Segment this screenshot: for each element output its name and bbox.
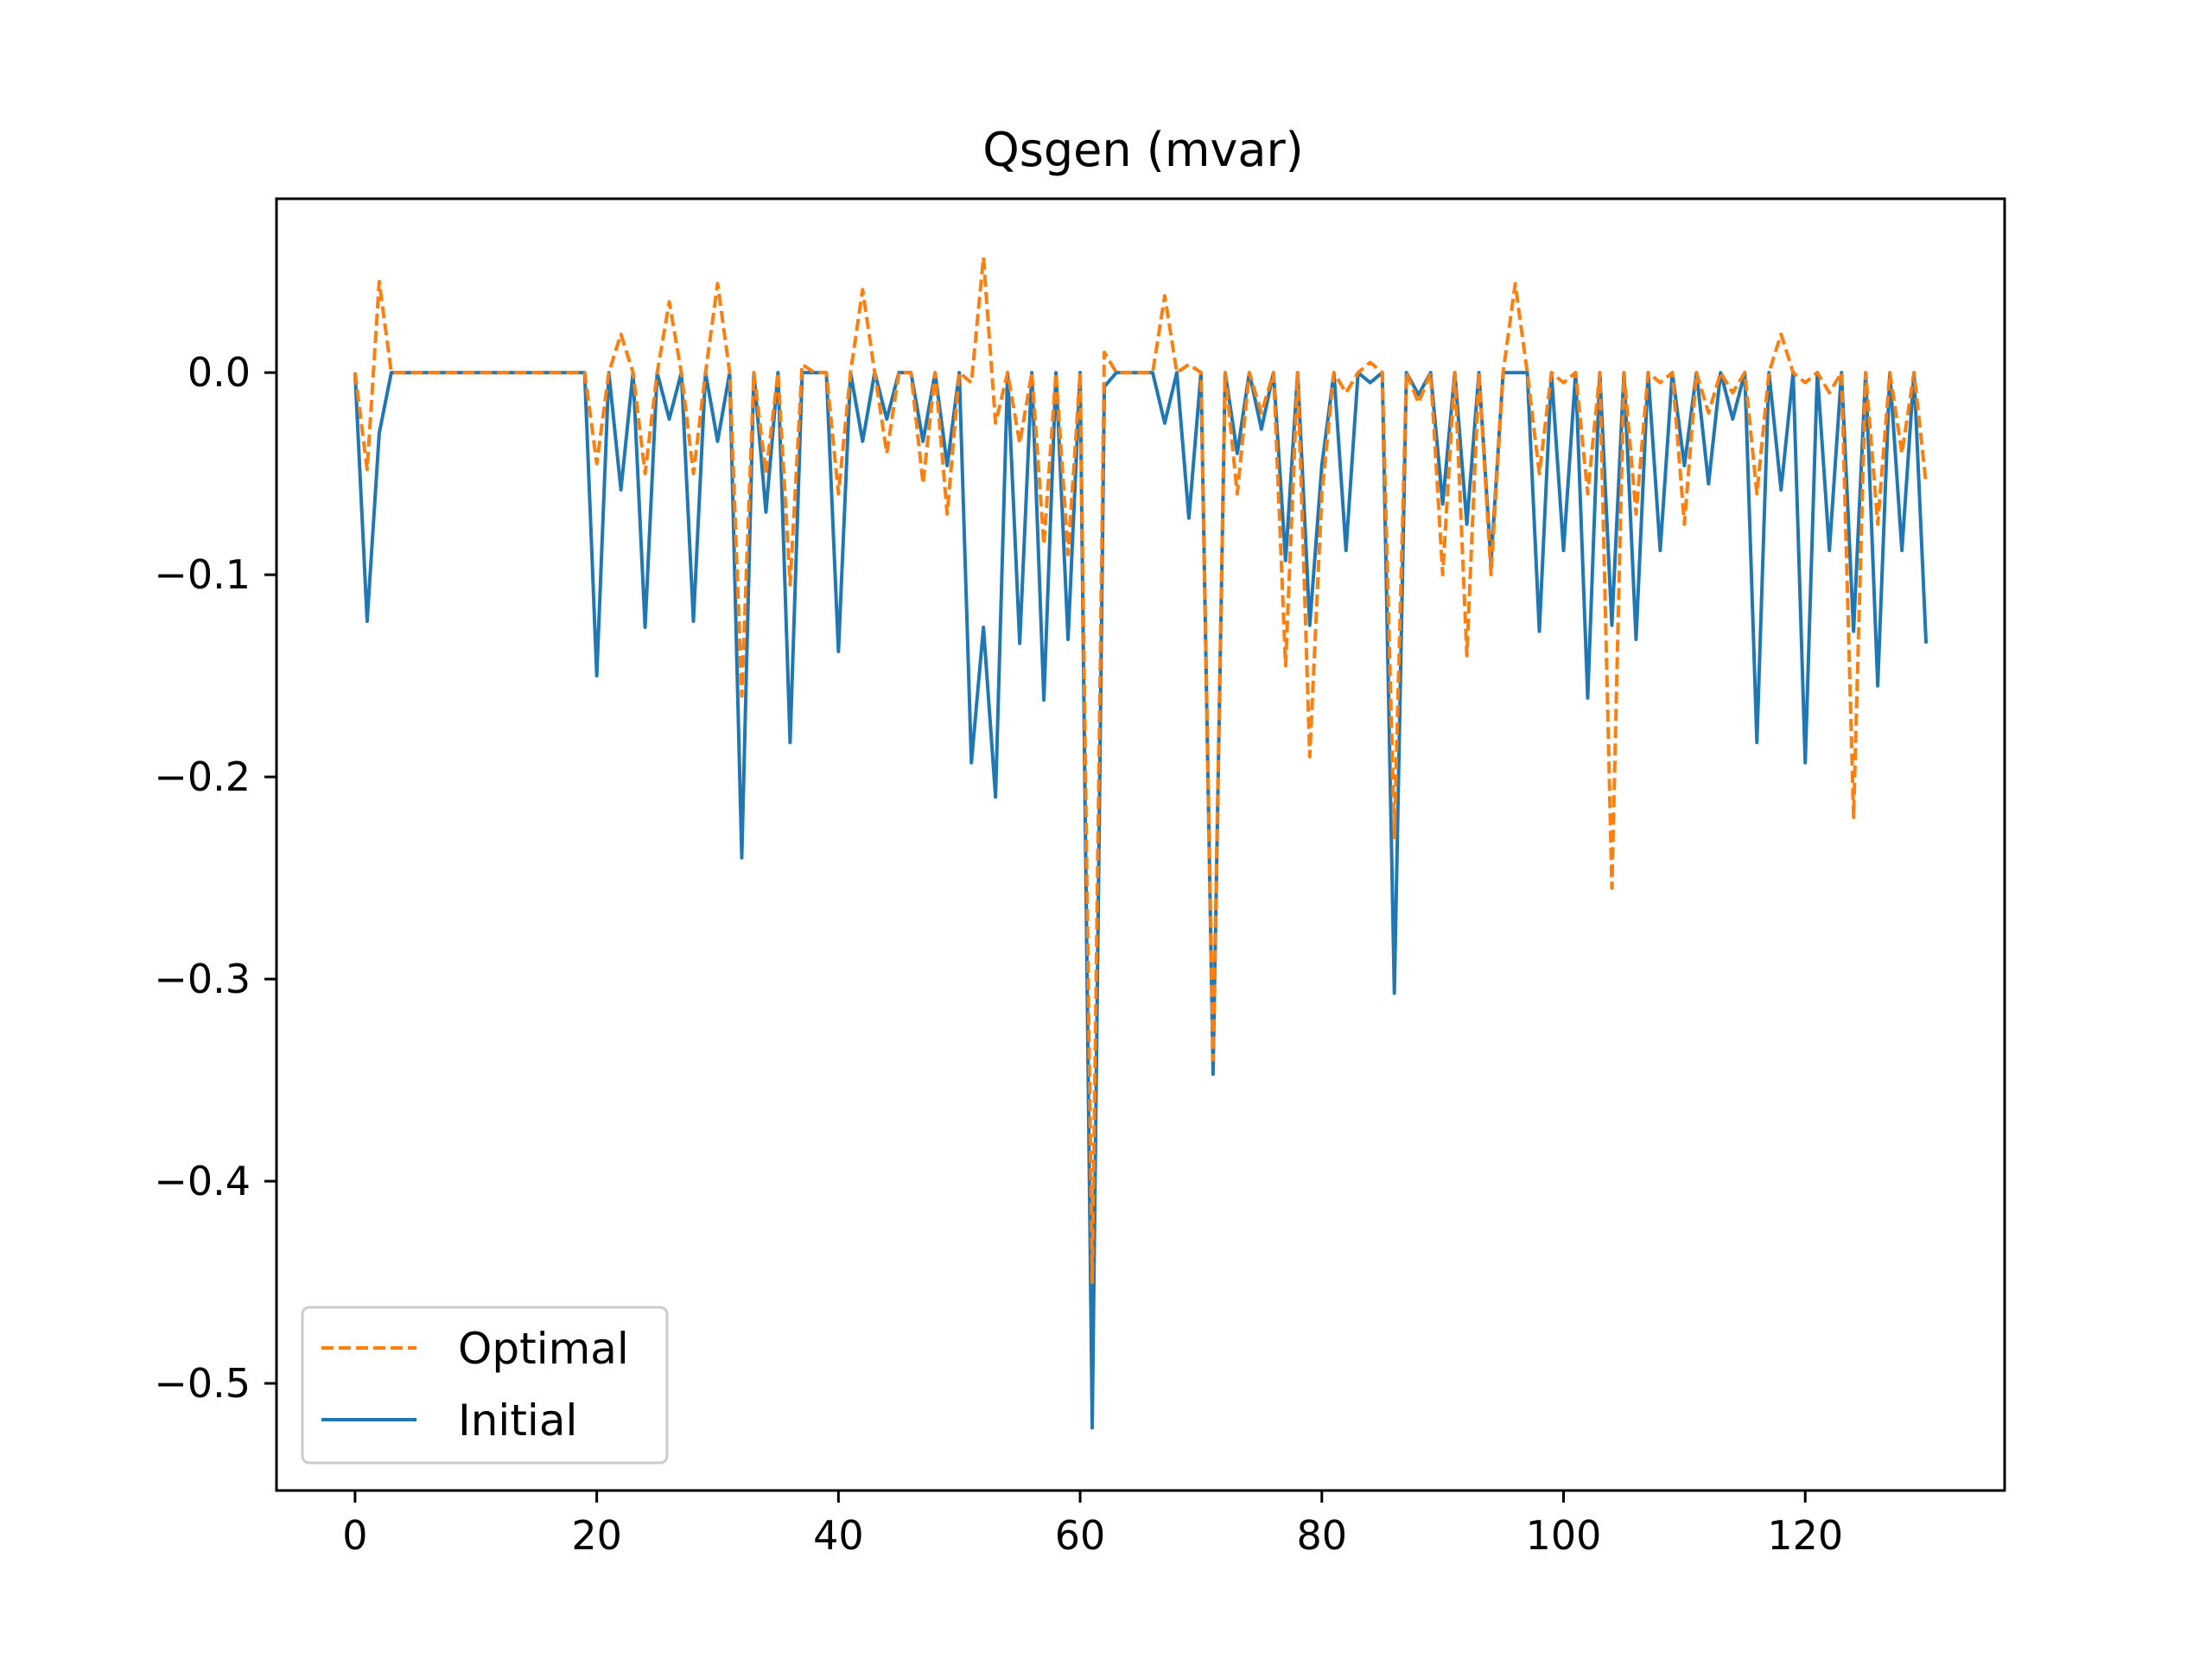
series-line-optimal: [353, 255, 1929, 1285]
x-tick-label: 80: [1297, 1512, 1348, 1559]
y-tick-label: −0.3: [154, 956, 251, 1002]
x-tick-label: 0: [342, 1512, 367, 1559]
x-axis: 0 20 40 60 80 100 120: [342, 1491, 1843, 1559]
y-tick-label: −0.2: [154, 753, 251, 800]
legend: Optimal Initial: [301, 1306, 669, 1465]
y-tick-label: 0.0: [188, 349, 251, 396]
y-tick-label: −0.5: [154, 1360, 251, 1407]
y-axis: 0.0 −0.1 −0.2 −0.3 −0.4 −0.5: [154, 349, 276, 1407]
x-tick-label: 40: [813, 1512, 864, 1559]
plot-area: [275, 197, 2006, 1492]
series-layer: [353, 255, 1929, 1430]
legend-optimal-label: Optimal: [458, 1324, 629, 1374]
y-tick-label: −0.4: [154, 1158, 251, 1205]
x-tick-label: 60: [1055, 1512, 1106, 1559]
chart-title: Qsgen (mvar): [982, 123, 1304, 177]
x-tick-label: 20: [571, 1512, 622, 1559]
x-tick-label: 100: [1526, 1512, 1602, 1559]
plot-frame: [275, 197, 2006, 1492]
x-tick-label: 120: [1767, 1512, 1843, 1559]
legend-initial-label: Initial: [458, 1395, 577, 1446]
y-tick-label: −0.1: [154, 551, 251, 598]
